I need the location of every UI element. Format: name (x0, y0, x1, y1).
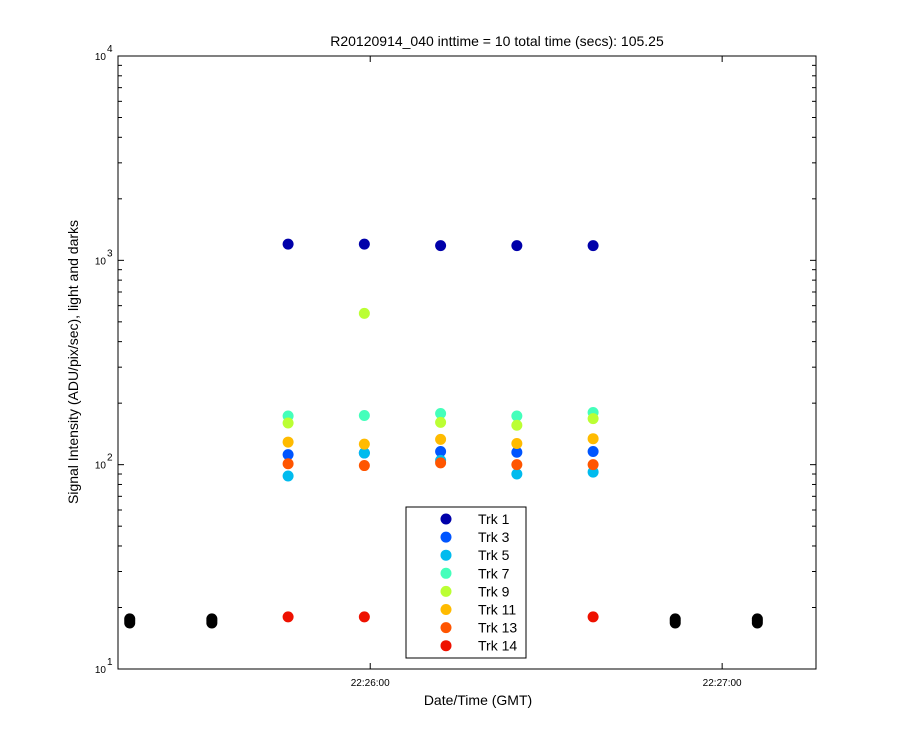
data-point (282, 470, 294, 482)
data-point (358, 238, 370, 250)
data-point (587, 445, 599, 457)
data-point (282, 449, 294, 461)
legend-marker (440, 604, 452, 615)
data-point (511, 419, 523, 431)
legend-marker (440, 513, 452, 525)
data-point (435, 433, 447, 445)
data-point (358, 611, 370, 623)
data-point (587, 433, 599, 445)
legend-marker (440, 622, 452, 634)
y-tick-label: 10 (95, 461, 107, 472)
data-point (282, 238, 294, 250)
data-point (435, 445, 447, 457)
data-point (587, 413, 599, 425)
y-tick-label: 10 (95, 665, 107, 676)
data-point (282, 611, 294, 623)
data-points (124, 238, 763, 629)
data-point (435, 240, 447, 252)
legend-marker (440, 531, 452, 543)
data-point (435, 416, 447, 428)
data-point (435, 407, 447, 419)
legend-label: Trk 1 (478, 511, 510, 527)
data-point (358, 447, 370, 459)
y-tick-exponent: 3 (107, 248, 113, 259)
data-point (669, 617, 681, 629)
data-point (206, 617, 218, 629)
legend-marker (440, 585, 452, 597)
data-point (358, 307, 370, 319)
data-point (358, 460, 370, 472)
legend: Trk 1 Trk 3 Trk 5 Trk 7 Trk 9 Trk 11 Trk 13 Trk… (405, 506, 527, 659)
data-point (751, 617, 763, 629)
data-point (511, 410, 523, 422)
data-point (282, 458, 294, 470)
legend-label: Trk 13 (478, 620, 517, 636)
data-point (282, 436, 294, 448)
legend-marker (440, 549, 452, 561)
data-point (511, 240, 523, 252)
data-point (587, 459, 599, 471)
data-point (587, 240, 599, 252)
data-point (511, 459, 523, 471)
legend-label: Trk 14 (478, 638, 517, 654)
data-point (435, 457, 447, 469)
legend-marker (440, 567, 452, 579)
data-point (358, 410, 370, 422)
y-axis-label: Signal Intensity (ADU/pix/sec), light an… (65, 220, 81, 504)
data-point (282, 417, 294, 429)
y-tick-exponent: 4 (107, 44, 113, 55)
legend-label: Trk 11 (478, 602, 516, 618)
x-tick-label: 22:26:00 (351, 678, 390, 689)
legend-label: Trk 9 (478, 583, 510, 599)
legend-marker (440, 640, 452, 652)
data-point (124, 617, 136, 629)
chart-title: R20120914_040 inttime = 10 total time (s… (330, 33, 664, 49)
x-axis-label: Date/Time (GMT) (424, 692, 532, 708)
legend-box (405, 506, 527, 659)
legend-label: Trk 3 (478, 529, 510, 545)
data-point (511, 446, 523, 458)
legend-label: Trk 5 (478, 547, 510, 563)
y-tick-exponent: 1 (107, 657, 113, 668)
data-point (358, 438, 370, 450)
y-tick-label: 10 (95, 256, 107, 267)
y-tick-label: 10 (95, 52, 107, 63)
legend-label: Trk 7 (478, 565, 510, 581)
data-point (511, 468, 523, 480)
plot-area (117, 55, 817, 670)
x-tick-label: 22:27:00 (703, 678, 742, 689)
y-tick-exponent: 2 (107, 453, 113, 464)
data-point (511, 437, 523, 449)
data-point (587, 611, 599, 623)
